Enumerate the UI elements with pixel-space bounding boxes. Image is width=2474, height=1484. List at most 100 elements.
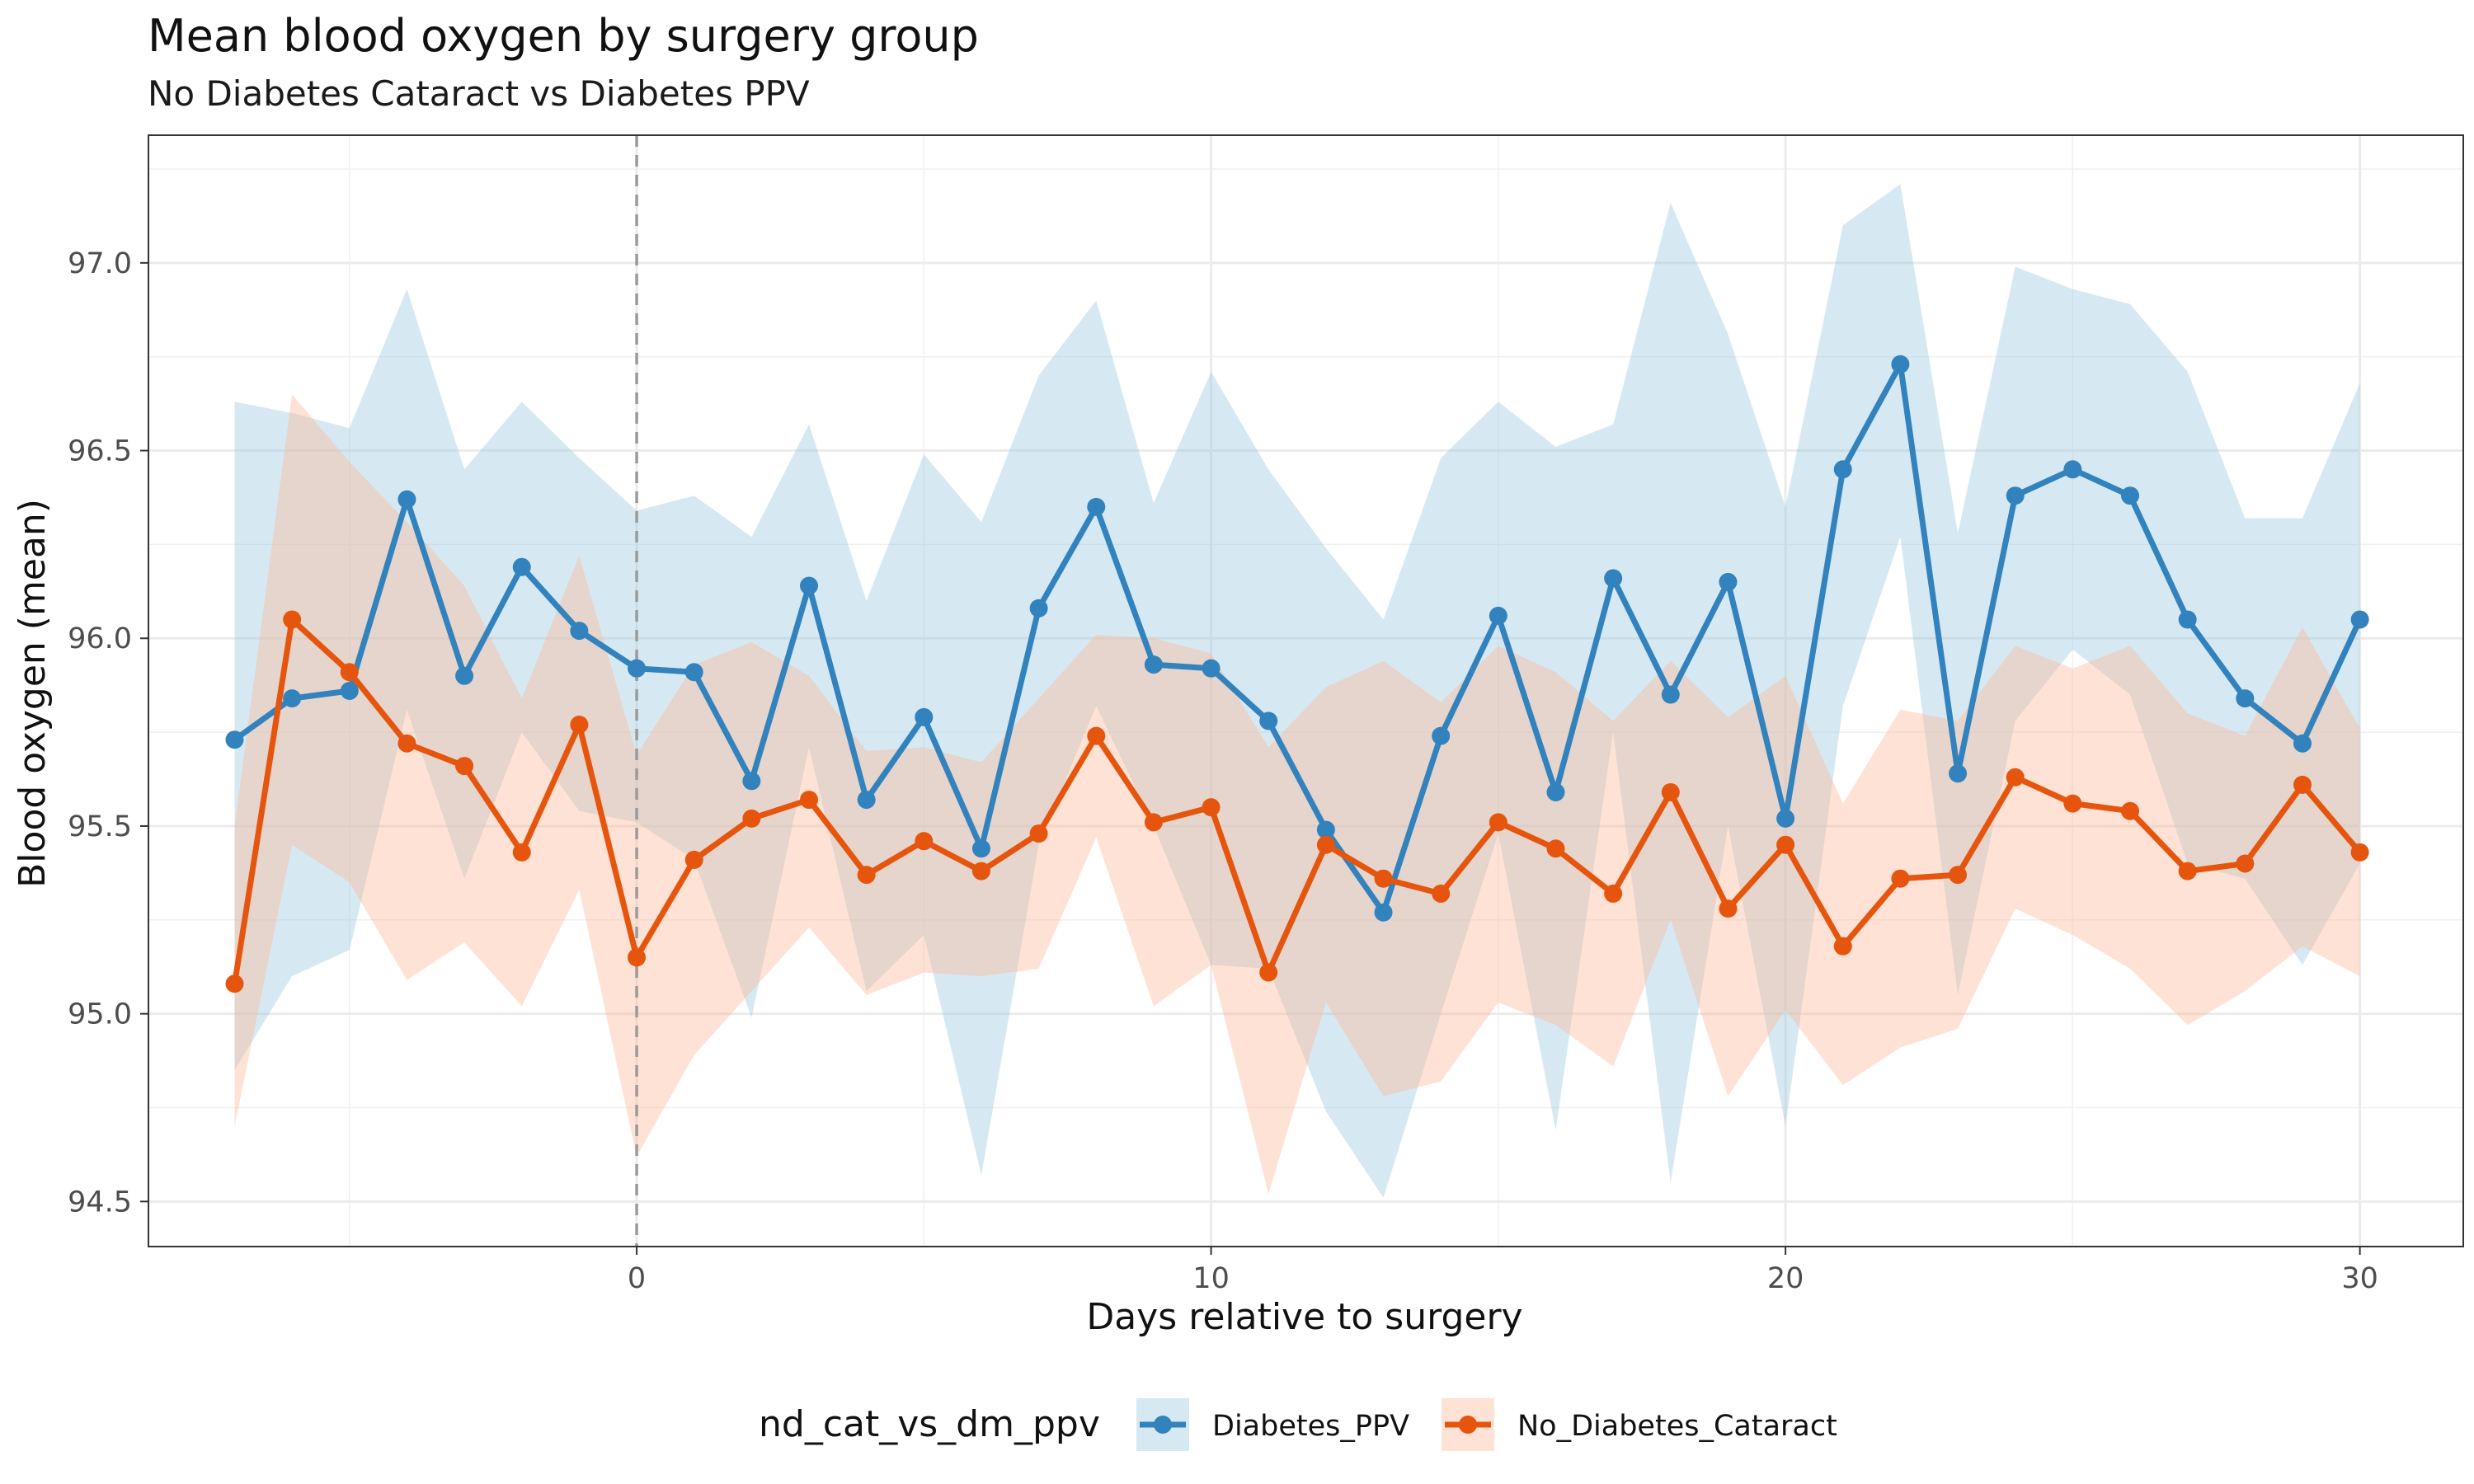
data-point-Diabetes_PPV — [1202, 659, 1221, 678]
series-line-Diabetes_PPV — [232, 361, 2363, 916]
confidence-band-No_Diabetes_Cataract — [234, 394, 2360, 1195]
confidence-band-Diabetes_PPV — [234, 184, 2360, 1198]
data-point-No_Diabetes_Cataract — [1029, 824, 1048, 843]
data-point-No_Diabetes_Cataract — [2350, 843, 2369, 862]
data-point-No_Diabetes_Cataract — [2293, 775, 2312, 794]
legend: nd_cat_vs_dm_ppv Diabetes_PPV No_Diabetes… — [759, 1398, 1837, 1451]
data-point-Diabetes_PPV — [1374, 903, 1393, 922]
y-tick-label: 97.0 — [68, 247, 132, 280]
data-point-Diabetes_PPV — [971, 839, 990, 858]
x-axis: 0 10 20 30 — [628, 1247, 2378, 1295]
data-point-Diabetes_PPV — [2178, 610, 2197, 629]
data-point-Diabetes_PPV — [1546, 782, 1565, 801]
data-point-Diabetes_PPV — [1432, 726, 1451, 745]
legend-label-No_Diabetes_Cataract: No_Diabetes_Cataract — [1517, 1410, 1837, 1443]
series-lines — [232, 361, 2363, 987]
data-point-No_Diabetes_Cataract — [800, 791, 819, 810]
data-point-Diabetes_PPV — [1776, 809, 1795, 828]
data-point-Diabetes_PPV — [2121, 486, 2140, 505]
data-point-No_Diabetes_Cataract — [684, 850, 703, 869]
legend-key-point-No_Diabetes_Cataract — [1459, 1416, 1477, 1434]
data-point-Diabetes_PPV — [570, 622, 589, 641]
data-point-Diabetes_PPV — [1604, 569, 1623, 588]
legend-key-point-Diabetes_PPV — [1154, 1416, 1172, 1434]
data-point-No_Diabetes_Cataract — [1489, 813, 1507, 832]
x-tick-label: 30 — [2341, 1262, 2378, 1295]
data-point-Diabetes_PPV — [1489, 606, 1507, 625]
data-point-Diabetes_PPV — [397, 490, 416, 509]
legend-title: nd_cat_vs_dm_ppv — [759, 1403, 1100, 1445]
data-point-No_Diabetes_Cataract — [2121, 801, 2140, 820]
data-point-Diabetes_PPV — [455, 666, 474, 685]
data-point-Diabetes_PPV — [628, 659, 647, 678]
data-point-No_Diabetes_Cataract — [2006, 768, 2025, 787]
data-point-No_Diabetes_Cataract — [1891, 869, 1910, 888]
y-axis-title: Blood oxygen (mean) — [12, 499, 54, 888]
data-point-No_Diabetes_Cataract — [2178, 862, 2197, 881]
data-point-No_Diabetes_Cataract — [1374, 869, 1393, 888]
chart-title: Mean blood oxygen by surgery group — [148, 10, 979, 62]
data-point-Diabetes_PPV — [915, 707, 934, 726]
data-point-No_Diabetes_Cataract — [915, 832, 934, 851]
data-point-Diabetes_PPV — [2350, 610, 2369, 629]
data-point-Diabetes_PPV — [1259, 711, 1278, 730]
y-axis: 94.5 95.0 95.5 96.0 96.5 97.0 — [68, 247, 148, 1219]
series-line-No_Diabetes_Cataract — [232, 617, 2363, 987]
x-tick-label: 0 — [628, 1262, 646, 1295]
data-point-No_Diabetes_Cataract — [570, 715, 589, 734]
data-point-Diabetes_PPV — [1891, 355, 1910, 373]
data-point-Diabetes_PPV — [857, 791, 876, 810]
chart-subtitle: No Diabetes Cataract vs Diabetes PPV — [148, 73, 810, 114]
data-point-No_Diabetes_Cataract — [1833, 937, 1852, 956]
data-point-No_Diabetes_Cataract — [2236, 854, 2255, 873]
data-point-No_Diabetes_Cataract — [1719, 899, 1738, 918]
data-point-No_Diabetes_Cataract — [1432, 884, 1451, 903]
data-point-Diabetes_PPV — [225, 730, 244, 749]
data-point-Diabetes_PPV — [1949, 764, 1968, 783]
data-point-No_Diabetes_Cataract — [1546, 839, 1565, 858]
data-point-No_Diabetes_Cataract — [1604, 884, 1623, 903]
data-point-No_Diabetes_Cataract — [742, 809, 761, 828]
data-point-Diabetes_PPV — [1087, 497, 1106, 516]
data-point-No_Diabetes_Cataract — [857, 866, 876, 885]
data-point-Diabetes_PPV — [512, 557, 531, 576]
series-points — [225, 355, 2369, 993]
data-point-No_Diabetes_Cataract — [225, 974, 244, 993]
data-point-Diabetes_PPV — [2236, 689, 2255, 708]
y-tick-label: 96.0 — [68, 622, 132, 655]
y-tick-label: 95.0 — [68, 998, 132, 1031]
data-point-No_Diabetes_Cataract — [1949, 866, 1968, 885]
data-point-No_Diabetes_Cataract — [1661, 782, 1680, 801]
data-point-Diabetes_PPV — [800, 576, 819, 595]
data-point-No_Diabetes_Cataract — [1776, 835, 1795, 854]
data-point-No_Diabetes_Cataract — [283, 610, 302, 629]
data-point-No_Diabetes_Cataract — [1144, 813, 1163, 832]
legend-label-Diabetes_PPV: Diabetes_PPV — [1212, 1410, 1409, 1443]
data-point-No_Diabetes_Cataract — [1316, 835, 1335, 854]
y-tick-label: 96.5 — [68, 435, 132, 468]
y-tick-label: 95.5 — [68, 810, 132, 843]
data-point-No_Diabetes_Cataract — [1202, 798, 1221, 817]
data-point-Diabetes_PPV — [340, 682, 359, 700]
confidence-bands — [234, 184, 2360, 1198]
data-point-No_Diabetes_Cataract — [512, 843, 531, 862]
data-point-Diabetes_PPV — [1144, 655, 1163, 674]
data-point-Diabetes_PPV — [1661, 685, 1680, 704]
data-point-No_Diabetes_Cataract — [1087, 726, 1106, 745]
data-point-No_Diabetes_Cataract — [397, 734, 416, 753]
data-point-No_Diabetes_Cataract — [971, 862, 990, 881]
data-point-No_Diabetes_Cataract — [455, 757, 474, 776]
data-point-Diabetes_PPV — [1029, 599, 1048, 618]
data-point-Diabetes_PPV — [1316, 820, 1335, 839]
data-point-Diabetes_PPV — [742, 772, 761, 791]
data-point-No_Diabetes_Cataract — [2063, 794, 2082, 813]
data-point-Diabetes_PPV — [1833, 460, 1852, 479]
data-point-Diabetes_PPV — [283, 689, 302, 708]
data-point-Diabetes_PPV — [2006, 486, 2025, 505]
data-point-Diabetes_PPV — [684, 663, 703, 682]
x-tick-label: 10 — [1192, 1262, 1230, 1295]
y-tick-label: 94.5 — [68, 1186, 132, 1219]
data-point-No_Diabetes_Cataract — [340, 663, 359, 682]
data-point-No_Diabetes_Cataract — [628, 948, 647, 967]
